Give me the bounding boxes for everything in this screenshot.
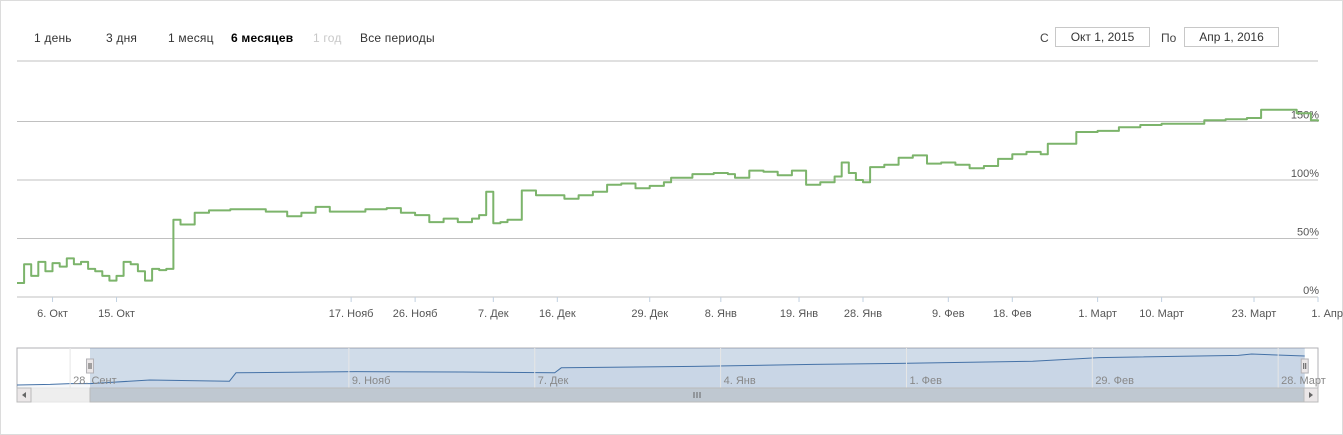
x-tick-label: 29. Дек (631, 308, 668, 320)
scrollbar[interactable] (16, 387, 1319, 403)
x-tick-label: 1. Март (1078, 308, 1117, 320)
range-button: 1 год (313, 31, 342, 45)
navigator-handle-right-box (1300, 358, 1309, 374)
x-tick-label: 10. Март (1139, 308, 1184, 320)
x-tick-label: 19. Янв (780, 308, 818, 320)
arrow-left-icon (22, 392, 26, 398)
x-tick-label: 6. Окт (37, 308, 68, 320)
range-button[interactable]: 6 месяцев (231, 31, 294, 45)
x-tick-label: 17. Нояб (329, 308, 374, 320)
x-tick-label: 9. Фев (932, 308, 965, 320)
navigator-tick-label: 7. Дек (538, 375, 569, 387)
navigator-handle-left[interactable] (86, 358, 95, 374)
x-tick-label: 18. Фев (993, 308, 1032, 320)
navigator-axis: 28. Сент 9. Нояб 7. Дек 4. Янв 1. Фев 29. Фев… (69, 348, 1326, 388)
navigator-tick-label: 28. Сент (73, 375, 117, 387)
range-button[interactable]: 1 день (34, 31, 72, 45)
x-tick-label: 1. Апр (1311, 308, 1343, 320)
y-gridlines (17, 121, 1318, 298)
from-date-input[interactable] (1055, 27, 1150, 47)
navigator-tick-label: 28. Март (1281, 375, 1326, 387)
navigator-handle-right[interactable] (1300, 358, 1309, 374)
x-tick-label: 7. Дек (478, 308, 509, 320)
navigator-tick-label: 9. Нояб (352, 375, 391, 387)
y-tick-label: 50% (1297, 227, 1319, 239)
navigator-tick-label: 29. Фев (1095, 375, 1134, 387)
x-tick-label: 15. Окт (98, 308, 135, 320)
y-axis-labels: 0%50%100%150% (1291, 110, 1319, 298)
x-tick-label: 23. Март (1232, 308, 1277, 320)
from-date-label: С (1040, 31, 1049, 45)
navigator-selected-range[interactable] (90, 348, 1305, 388)
x-tick-label: 26. Нояб (393, 308, 438, 320)
range-button[interactable]: 3 дня (106, 31, 138, 45)
arrow-right-icon (1309, 392, 1313, 398)
x-axis: 6. Окт 15. Окт 17. Нояб 26. Нояб 7. Дек 16. Д… (37, 297, 1343, 320)
navigator-tick-label: 1. Фев (909, 375, 942, 387)
navigator-series-line (16, 353, 1305, 386)
x-tick-label: 16. Дек (539, 308, 576, 320)
y-tick-label: 0% (1303, 285, 1319, 297)
to-date-label: По (1161, 31, 1177, 45)
x-tick-label: 28. Янв (844, 308, 882, 320)
x-tick-label: 8. Янв (705, 308, 737, 320)
y-tick-label: 100% (1291, 168, 1319, 180)
series-line (17, 108, 1319, 284)
navigator[interactable]: 28. Сент 9. Нояб 7. Дек 4. Янв 1. Фев 29. Фев… (16, 347, 1326, 389)
to-date-input[interactable] (1184, 27, 1279, 47)
scrollbar-grip (693, 392, 701, 398)
range-button[interactable]: Все периоды (360, 31, 435, 45)
navigator-tick-label: 4. Янв (724, 375, 756, 387)
navigator-frame (16, 347, 1319, 389)
range-button[interactable]: 1 месяц (168, 31, 214, 45)
navigator-handle-left-box (86, 358, 95, 374)
